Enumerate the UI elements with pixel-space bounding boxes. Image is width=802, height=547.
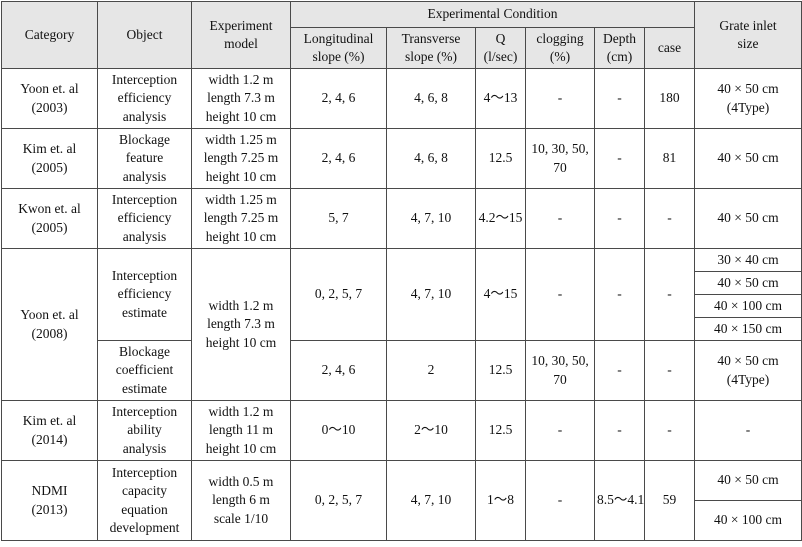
cell-model: width 1.2 m length 7.3 m height 10 cm xyxy=(191,68,291,129)
cell-transverse: 2 xyxy=(386,340,476,401)
cell-longitudinal: 2, 4, 6 xyxy=(290,340,387,401)
header-experimental-condition: Experimental Condition xyxy=(289,1,696,28)
cell-longitudinal: 2, 4, 6 xyxy=(290,68,387,129)
cell-depth: - xyxy=(594,128,645,189)
table-row: 40 × 50 cm xyxy=(2,271,802,295)
cell-depth: - xyxy=(594,248,645,341)
header-experiment-model: Experiment model xyxy=(191,1,291,69)
cell-transverse: 2～10 xyxy=(386,400,476,461)
cell-category: NDMI (2013) xyxy=(1,460,98,541)
cell-case: 81 xyxy=(643,128,696,189)
cell-depth: - xyxy=(594,340,645,401)
cell-model: width 0.5 m length 6 m scale 1/10 xyxy=(191,460,291,541)
cell-grate: 40 × 50 cm xyxy=(694,460,802,501)
cell-object: Interception efficiency analysis xyxy=(97,68,192,129)
table-row: Yoon et. al (2003) Interception efficien… xyxy=(1,68,802,129)
cell-case: - xyxy=(643,340,696,401)
header-q: Q (l/sec) xyxy=(475,27,526,69)
cell-model: width 1.25 m length 7.25 m height 10 cm xyxy=(191,188,291,249)
header-grate-inlet-size: Grate inlet size xyxy=(694,1,802,69)
header-clogging: clogging (%) xyxy=(525,27,595,69)
cell-category: Yoon et. al (2008) xyxy=(1,248,98,401)
cell-object: Blockage coefficient estimate xyxy=(97,340,192,401)
cell-grate: 40 × 150 cm xyxy=(694,317,802,341)
table-row: NDMI (2013) Interception capacity equati… xyxy=(1,460,802,541)
header-longitudinal-slope: Longitudinal slope (%) xyxy=(290,27,387,69)
header-case: case xyxy=(643,27,696,69)
cell-depth: - xyxy=(594,68,645,129)
cell-clogging: 10, 30, 50, 70 xyxy=(525,128,595,189)
cell-depth: - xyxy=(594,188,645,249)
cell-case: - xyxy=(643,188,696,249)
cell-q: 12.5 xyxy=(475,340,526,401)
cell-grate: 40 × 100 cm xyxy=(694,294,802,318)
cell-category: Kwon et. al (2005) xyxy=(1,188,98,249)
cell-grate: 40 × 50 cm xyxy=(694,128,802,189)
cell-clogging: - xyxy=(525,188,595,249)
cell-transverse: 4, 6, 8 xyxy=(386,128,476,189)
cell-longitudinal: 0, 2, 5, 7 xyxy=(290,460,387,541)
cell-q: 12.5 xyxy=(475,400,526,461)
table-row: Kwon et. al (2005) Interception efficien… xyxy=(1,188,802,249)
cell-clogging: - xyxy=(525,400,595,461)
cell-clogging: 10, 30, 50, 70 xyxy=(525,340,595,401)
cell-model: width 1.2 m length 7.3 m height 10 cm xyxy=(191,248,291,401)
cell-transverse: 4, 6, 8 xyxy=(386,68,476,129)
cell-clogging: - xyxy=(525,68,595,129)
cell-case: 59 xyxy=(643,460,696,541)
cell-object: Interception efficiency estimate xyxy=(97,248,192,341)
header-depth: Depth (cm) xyxy=(594,27,645,69)
header-transverse-slope: Transverse slope (%) xyxy=(386,27,476,69)
cell-q: 4.2～15 xyxy=(475,188,526,249)
cell-depth: 8.5～4.1 xyxy=(594,460,645,541)
cell-longitudinal: 5, 7 xyxy=(290,188,387,249)
table-row: 40 × 100 cm xyxy=(2,294,802,318)
cell-category: Kim et. al (2005) xyxy=(1,128,98,189)
cell-model: width 1.2 m length 11 m height 10 cm xyxy=(191,400,291,461)
table-row: Kim et. al (2014) Interception ability a… xyxy=(1,400,802,461)
cell-grate: 40 × 50 cm (4Type) xyxy=(694,340,802,401)
cell-object: Interception efficiency analysis xyxy=(97,188,192,249)
header-object: Object xyxy=(97,1,192,69)
cell-category: Yoon et. al (2003) xyxy=(1,68,98,129)
cell-case: 180 xyxy=(643,68,696,129)
cell-transverse: 4, 7, 10 xyxy=(386,248,476,341)
cell-object: Interception ability analysis xyxy=(97,400,192,461)
cell-grate: 40 × 50 cm (4Type) xyxy=(694,68,802,129)
cell-grate: 30 × 40 cm xyxy=(694,248,802,272)
cell-object: Interception capacity equation developme… xyxy=(97,460,192,541)
cell-longitudinal: 0, 2, 5, 7 xyxy=(290,248,387,341)
cell-transverse: 4, 7, 10 xyxy=(386,460,476,541)
cell-q: 1～8 xyxy=(475,460,526,541)
cell-q: 4～13 xyxy=(475,68,526,129)
cell-transverse: 4, 7, 10 xyxy=(386,188,476,249)
cell-longitudinal: 0～10 xyxy=(290,400,387,461)
cell-object: Blockage feature analysis xyxy=(97,128,192,189)
cell-depth: - xyxy=(594,400,645,461)
cell-grate: 40 × 50 cm xyxy=(694,271,802,295)
cell-clogging: - xyxy=(525,460,595,541)
table-row: Blockage coefficient estimate 2, 4, 6 2 … xyxy=(2,340,802,401)
cell-longitudinal: 2, 4, 6 xyxy=(290,128,387,189)
cell-case: - xyxy=(643,248,696,341)
table-row: Kim et. al (2005) Blockage feature analy… xyxy=(1,128,802,189)
table-row: 40 × 100 cm xyxy=(2,500,802,541)
cell-grate: 40 × 100 cm xyxy=(694,500,802,541)
cell-q: 12.5 xyxy=(475,128,526,189)
table-row: Yoon et. al (2008) Interception efficien… xyxy=(1,248,802,401)
cell-grate: 40 × 50 cm xyxy=(694,188,802,249)
cell-q: 4～15 xyxy=(475,248,526,341)
cell-category: Kim et. al (2014) xyxy=(1,400,98,461)
header-category: Category xyxy=(1,1,98,69)
cell-model: width 1.25 m length 7.25 m height 10 cm xyxy=(191,128,291,189)
cell-case: - xyxy=(643,400,696,461)
cell-grate: - xyxy=(694,400,802,461)
cell-clogging: - xyxy=(525,248,595,341)
